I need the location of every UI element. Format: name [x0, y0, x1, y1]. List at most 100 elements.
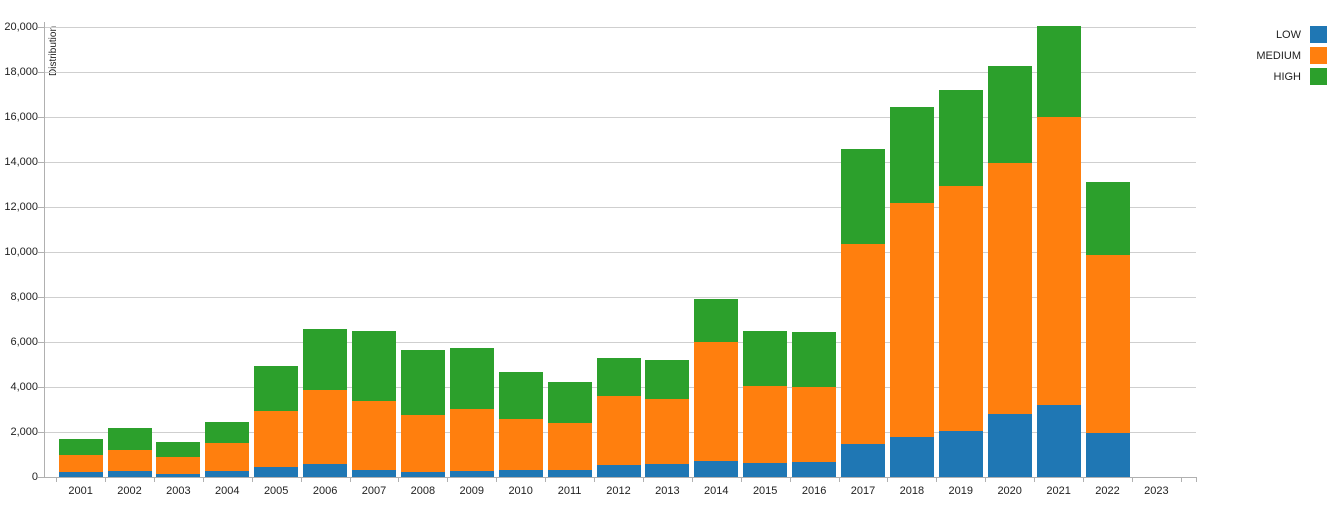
bar-segment-2007-medium [352, 400, 396, 471]
bar-segment-2008-low [400, 471, 445, 477]
x-axis-label-2023: 2023 [1144, 485, 1169, 497]
bar-segment-2016-low [792, 461, 837, 477]
y-axis-tick-label: 18,000 [4, 66, 38, 78]
bar-segment-2001-medium [58, 454, 103, 473]
bar-segment-2002-high [107, 427, 152, 450]
x-axis-label-2005: 2005 [263, 485, 289, 497]
bar-segment-2003-low [156, 473, 201, 477]
bar-segment-2008-high [400, 350, 445, 415]
y-axis-tick-label: 2,000 [10, 426, 38, 438]
y-axis-tick-label: 20,000 [4, 21, 38, 33]
x-axis-line [44, 477, 1197, 478]
y-axis-tick-label: 8,000 [10, 291, 38, 303]
bar-segment-2017-low [841, 443, 885, 477]
bar-segment-2019-high [938, 90, 983, 187]
y-axis-tick-label: 4,000 [10, 381, 38, 393]
bar-segment-2011-low [547, 469, 592, 477]
bar-segment-2018-low [889, 436, 934, 477]
bar-segment-2010-medium [498, 418, 543, 471]
bar-segment-2022-low [1085, 432, 1130, 477]
bar-segment-2010-low [498, 470, 543, 477]
x-axis-label-2004: 2004 [215, 485, 240, 497]
x-axis-tick [349, 478, 351, 482]
bar-segment-2019-low [938, 431, 983, 477]
x-axis-tick [594, 478, 596, 482]
x-axis-tick [1083, 478, 1085, 482]
bar-segment-2018-medium [889, 202, 934, 437]
bar-segment-2006-medium [303, 389, 348, 465]
bar-segment-2004-low [205, 470, 250, 477]
x-axis-tick [56, 478, 58, 482]
bar-segment-2018-high [889, 106, 934, 203]
y-axis-tick [38, 477, 44, 478]
bar-segment-2012-medium [596, 396, 641, 466]
x-axis-tick [838, 478, 840, 482]
y-axis-tick-label: 12,000 [4, 201, 38, 213]
bar-segment-2007-high [352, 331, 396, 401]
gridline [44, 27, 1196, 28]
x-axis-label-2014: 2014 [704, 485, 729, 497]
legend-label-medium: MEDIUM [1256, 49, 1301, 62]
x-axis-label-2016: 2016 [801, 485, 827, 497]
gridline [44, 162, 1196, 163]
gridline [44, 252, 1196, 253]
x-axis-label-2009: 2009 [459, 485, 485, 497]
x-axis-tick [202, 478, 204, 482]
x-axis-tick [153, 478, 155, 482]
x-axis-label-2017: 2017 [850, 485, 876, 497]
bar-segment-2013-high [645, 360, 690, 399]
x-axis-tick [642, 478, 644, 482]
x-axis-tick [496, 478, 498, 482]
gridline [44, 72, 1196, 73]
bar-segment-2001-low [58, 472, 103, 477]
x-axis-label-2011: 2011 [557, 485, 582, 497]
y-axis-tick [38, 207, 44, 208]
bar-segment-2002-low [107, 471, 152, 477]
bar-segment-2021-medium [1036, 117, 1081, 405]
bar-segment-2016-medium [792, 386, 837, 462]
bar-segment-2014-high [694, 299, 739, 342]
x-axis-label-2019: 2019 [948, 485, 974, 497]
bar-segment-2011-medium [547, 423, 592, 470]
x-axis-tick [740, 478, 742, 482]
y-axis-tick [38, 432, 44, 433]
legend-swatch-high [1310, 68, 1327, 85]
bar-segment-2010-high [498, 371, 543, 419]
x-axis-label-2020: 2020 [997, 485, 1022, 497]
bar-segment-2020-medium [987, 162, 1032, 414]
y-axis-tick-label: 14,000 [4, 156, 38, 168]
bar-segment-2022-medium [1085, 254, 1130, 433]
legend-swatch-medium [1310, 47, 1327, 64]
bar-segment-2014-low [694, 461, 739, 477]
bar-segment-2017-high [841, 148, 885, 244]
x-axis-label-2013: 2013 [655, 485, 680, 497]
x-axis-label-2022: 2022 [1095, 485, 1120, 497]
gridline [44, 117, 1196, 118]
y-axis-tick-label: 0 [31, 471, 38, 483]
bar-segment-2012-low [596, 465, 641, 477]
gridline [44, 297, 1196, 298]
x-axis-tick [887, 478, 889, 482]
bar-segment-2017-medium [841, 243, 885, 444]
bar-segment-2005-medium [254, 410, 299, 467]
y-axis-tick-label: 10,000 [4, 246, 38, 258]
legend: LOW MEDIUM HIGH [1256, 26, 1327, 89]
bar-segment-2020-low [987, 413, 1032, 477]
x-axis-tick [1180, 478, 1182, 482]
x-axis-label-2015: 2015 [752, 485, 778, 497]
bar-segment-2009-medium [449, 409, 494, 472]
y-axis-tick [38, 72, 44, 73]
bar-segment-2003-high [156, 442, 201, 457]
legend-item-high: HIGH [1256, 68, 1327, 85]
bar-segment-2021-high [1036, 25, 1081, 117]
bar-segment-2012-high [596, 357, 641, 397]
y-axis-tick-label: 16,000 [4, 111, 38, 123]
bar-segment-2002-medium [107, 450, 152, 472]
x-axis-tick [1131, 478, 1133, 482]
x-axis-label-2002: 2002 [117, 485, 142, 497]
x-axis-tick [1034, 478, 1036, 482]
y-axis-tick [38, 387, 44, 388]
legend-item-low: LOW [1256, 26, 1327, 43]
y-axis-tick [38, 27, 44, 28]
